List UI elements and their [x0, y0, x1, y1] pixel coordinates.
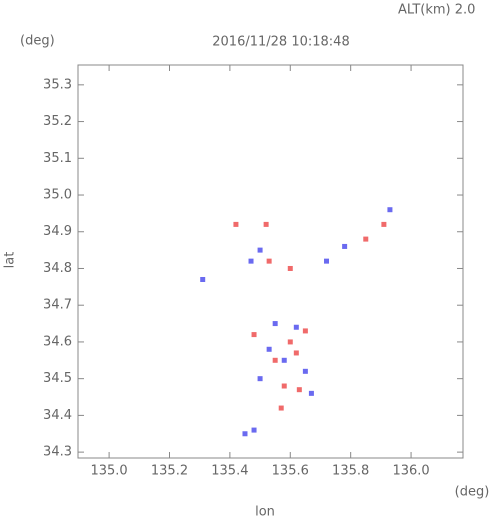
point [233, 221, 239, 227]
point [272, 321, 278, 327]
point [342, 243, 348, 249]
x-tick-label: 135.2 [151, 464, 188, 479]
point [381, 221, 387, 227]
x-axis-label: lon [255, 505, 275, 520]
point [278, 405, 284, 411]
point [287, 265, 293, 271]
y-tick-label: 35.3 [43, 77, 72, 92]
x-tick-label: 135.4 [211, 464, 248, 479]
x-tick-label: 135.0 [90, 464, 127, 479]
point [296, 387, 302, 393]
point [387, 207, 393, 213]
y-tick-label: 34.3 [43, 445, 72, 460]
subtitle: ALT(km) 2.0 [398, 3, 475, 18]
y-tick-label: 34.8 [43, 261, 72, 276]
point [363, 236, 369, 242]
point [242, 431, 248, 437]
point [281, 383, 287, 389]
point [257, 247, 263, 253]
point [302, 328, 308, 334]
point [257, 376, 263, 382]
x-tick-label: 135.6 [272, 464, 309, 479]
y-tick-label: 35.2 [43, 114, 72, 129]
point [287, 339, 293, 345]
y-tick-label: 34.6 [43, 334, 72, 349]
point [266, 346, 272, 352]
point [324, 258, 330, 264]
point [308, 390, 314, 396]
y-tick-label: 34.9 [43, 224, 72, 239]
y-tick-label: 35.1 [43, 151, 72, 166]
y-unit: (deg) [20, 34, 55, 49]
point [251, 332, 257, 338]
x-tick-label: 136.0 [392, 464, 429, 479]
point [266, 258, 272, 264]
point [251, 427, 257, 433]
point [200, 276, 206, 282]
point [272, 357, 278, 363]
point [302, 368, 308, 374]
point [293, 350, 299, 356]
x-tick-label: 135.8 [332, 464, 369, 479]
y-tick-label: 34.4 [43, 408, 72, 423]
chart-title: 2016/11/28 10:18:48 [212, 35, 349, 50]
point [248, 258, 254, 264]
point [281, 357, 287, 363]
plot-frame [77, 64, 464, 459]
point [293, 324, 299, 330]
y-tick-label: 34.7 [43, 298, 72, 313]
point [263, 221, 269, 227]
x-unit: (deg) [455, 485, 490, 500]
y-tick-label: 34.5 [43, 371, 72, 386]
y-axis-label: lat [3, 252, 18, 269]
y-tick-label: 35.0 [43, 188, 72, 203]
